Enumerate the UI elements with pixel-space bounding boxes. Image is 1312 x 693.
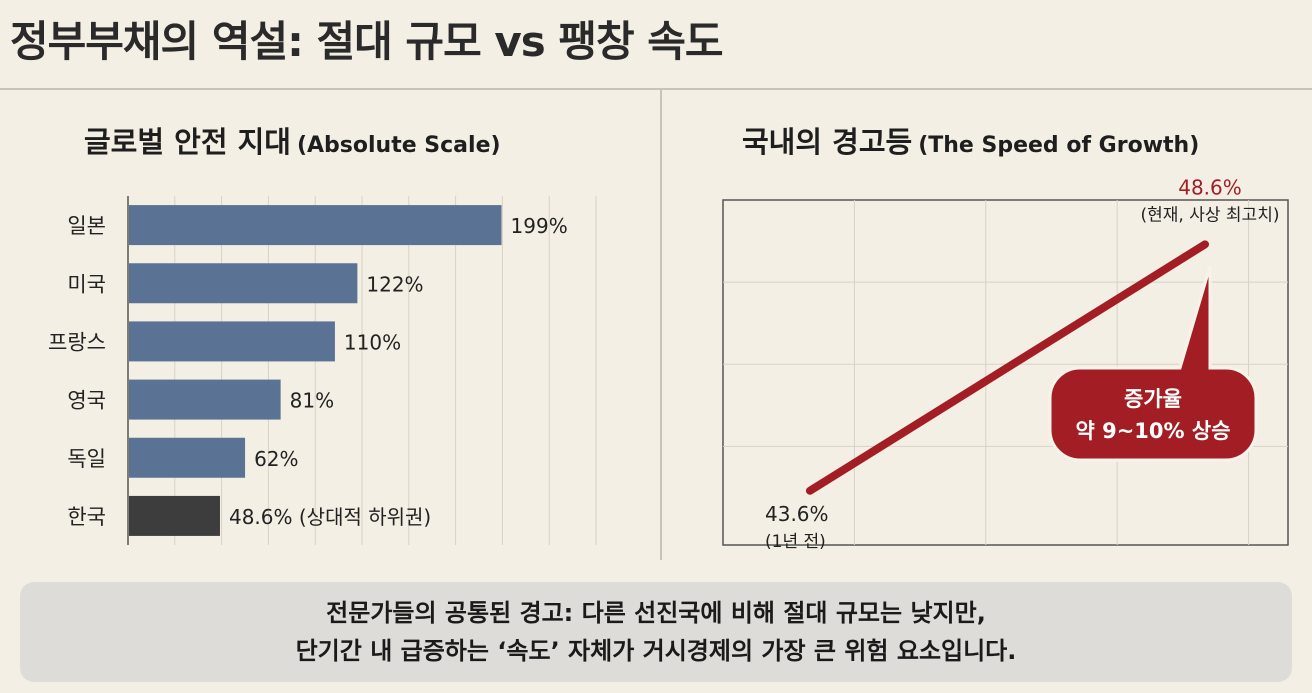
bar-category-label: 일본 bbox=[67, 214, 106, 238]
bar-category-label: 한국 bbox=[67, 505, 106, 529]
column-divider bbox=[660, 90, 662, 560]
start-note-label: (1년 전) bbox=[765, 532, 826, 552]
end-note-label: (현재, 사상 최고치) bbox=[1141, 205, 1280, 225]
left-panel-title-ko: 글로벌 안전 지대 bbox=[84, 125, 291, 159]
bar bbox=[129, 263, 358, 304]
callout-value: 약 9~10% 상승 bbox=[1075, 419, 1230, 443]
growth-callout-bubble bbox=[1048, 265, 1258, 462]
caption-line-1: 전문가들의 공통된 경고: 다른 선진국에 비해 절대 규모는 낮지만, bbox=[326, 599, 986, 627]
bar bbox=[129, 437, 246, 478]
end-value-label: 48.6% bbox=[1178, 175, 1242, 199]
right-panel-title-en: (The Speed of Growth) bbox=[918, 133, 1200, 158]
line-plot-frame bbox=[722, 199, 1289, 546]
right-panel-title: 국내의 경고등 (The Speed of Growth) bbox=[742, 122, 1199, 162]
left-panel-title: 글로벌 안전 지대 (Absolute Scale) bbox=[84, 122, 501, 162]
start-value-label: 43.6% bbox=[765, 502, 829, 526]
caption-line-2: 단기간 내 급증하는 ‘속도’ 자체가 거시경제의 가장 큰 위험 요소입니다. bbox=[295, 637, 1017, 665]
bar-category-label: 미국 bbox=[67, 272, 106, 296]
bar-value-label: 122% bbox=[366, 272, 423, 296]
left-panel-title-en: (Absolute Scale) bbox=[296, 133, 501, 158]
bar-value-label: 48.6% (상대적 하위권) bbox=[229, 505, 431, 529]
bar bbox=[129, 379, 281, 420]
bar bbox=[129, 321, 335, 362]
callout-label: 증가율 bbox=[1124, 387, 1182, 411]
bar bbox=[129, 205, 502, 246]
bar-value-label: 110% bbox=[344, 330, 401, 354]
bar-value-label: 62% bbox=[254, 447, 298, 471]
page-title: 정부부채의 역설: 절대 규모 vs 팽창 속도 bbox=[10, 17, 724, 66]
bar-highlight bbox=[129, 495, 220, 536]
bar-category-label: 영국 bbox=[67, 389, 106, 413]
bar-category-label: 프랑스 bbox=[48, 330, 106, 354]
bar-category-label: 독일 bbox=[67, 447, 106, 471]
growth-line bbox=[806, 240, 1209, 495]
right-panel-title-ko: 국내의 경고등 bbox=[742, 125, 913, 159]
title-divider bbox=[0, 88, 1312, 90]
bar-value-label: 81% bbox=[290, 389, 334, 413]
caption-box: 전문가들의 공통된 경고: 다른 선진국에 비해 절대 규모는 낮지만, 단기간… bbox=[20, 582, 1292, 682]
bar-value-label: 199% bbox=[511, 214, 568, 238]
